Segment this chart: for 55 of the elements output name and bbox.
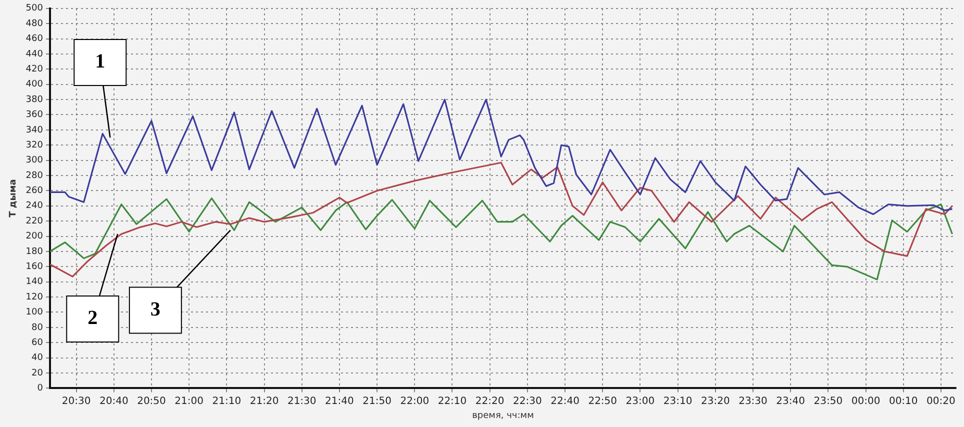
annotation: 3 <box>150 298 160 320</box>
x-tick-label: 22:10 <box>438 396 467 407</box>
y-tick-label: 300 <box>26 156 44 166</box>
x-tick-label: 21:20 <box>250 396 279 407</box>
x-tick-label: 22:50 <box>588 396 618 407</box>
annotation: 1 <box>95 50 106 73</box>
y-tick-label: 440 <box>26 49 44 60</box>
y-tick-label: 360 <box>26 110 44 120</box>
y-axis-title: T дыма <box>8 179 19 218</box>
y-tick-label: 80 <box>32 322 44 333</box>
y-tick-label: 20 <box>32 368 44 378</box>
x-tick-label: 22:40 <box>550 396 580 407</box>
y-tick-label: 320 <box>26 140 44 150</box>
x-tick-label: 21:10 <box>212 396 242 407</box>
y-tick-label: 480 <box>26 18 44 29</box>
x-tick-label: 20:40 <box>99 396 128 407</box>
y-tick-label: 500 <box>26 4 44 14</box>
y-tick-label: 180 <box>26 246 44 257</box>
annotation: 2 <box>88 307 98 330</box>
x-tick-label: 21:30 <box>287 396 316 407</box>
x-tick-label: 20:50 <box>137 396 166 407</box>
x-tick-label: 23:50 <box>814 396 843 407</box>
x-tick-label: 21:50 <box>362 396 392 407</box>
y-tick-label: 160 <box>26 262 44 272</box>
y-tick-label: 420 <box>26 64 44 75</box>
x-tick-label: 21:40 <box>325 396 354 407</box>
y-tick-label: 220 <box>26 216 44 226</box>
x-tick-label: 20:30 <box>62 396 91 407</box>
x-tick-label: 00:10 <box>888 396 918 407</box>
y-tick-label: 260 <box>26 186 44 196</box>
y-tick-label: 240 <box>26 201 44 212</box>
x-tick-label: 23:30 <box>738 396 768 407</box>
x-tick-label: 21:00 <box>174 396 204 407</box>
y-tick-label: 40 <box>32 353 44 364</box>
y-tick-label: 200 <box>26 232 44 242</box>
x-tick-label: 22:20 <box>475 396 504 407</box>
y-tick-label: 380 <box>26 94 44 105</box>
x-tick-label: 23:00 <box>626 396 655 407</box>
x-tick-label: 00:00 <box>851 396 880 407</box>
y-tick-label: 340 <box>26 125 44 136</box>
x-axis-title: время, чч:мм <box>472 410 534 421</box>
x-tick-label: 00:20 <box>926 396 956 407</box>
y-tick-label: 0 <box>37 384 44 394</box>
y-tick-label: 400 <box>26 80 44 90</box>
y-tick-label: 120 <box>26 292 44 302</box>
y-tick-label: 100 <box>26 308 44 318</box>
x-tick-label: 23:10 <box>663 396 692 407</box>
y-tick-label: 60 <box>32 338 44 348</box>
y-tick-label: 140 <box>26 277 44 288</box>
y-tick-label: 280 <box>26 170 44 181</box>
y-tick-label: 460 <box>26 34 44 44</box>
x-tick-label: 22:30 <box>513 396 542 407</box>
x-tick-label: 23:20 <box>700 396 730 407</box>
x-tick-label: 23:40 <box>776 396 805 407</box>
x-tick-label: 22:00 <box>400 396 430 407</box>
